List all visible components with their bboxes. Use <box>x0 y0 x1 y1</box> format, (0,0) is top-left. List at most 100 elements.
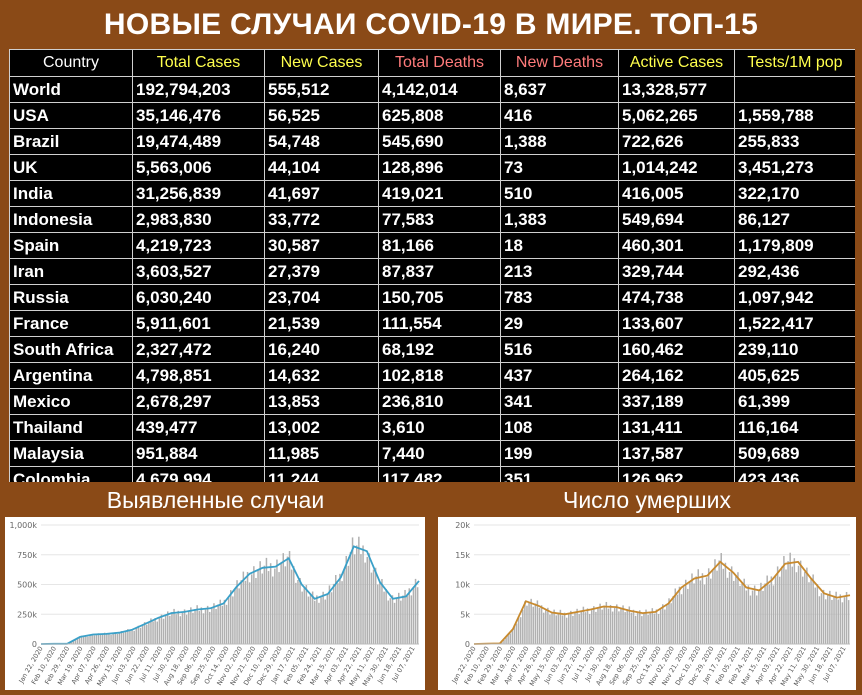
table-row: World 192,794,203 555,512 4,142,014 8,637 13,… <box>9 76 855 103</box>
data-bar <box>246 571 249 644</box>
data-bar <box>540 605 543 644</box>
data-bar <box>324 599 326 644</box>
data-bar <box>743 578 745 644</box>
data-bar <box>524 601 526 644</box>
data-bar <box>507 634 509 644</box>
data-bar <box>299 577 301 644</box>
table-cell: 460,301 <box>618 232 735 259</box>
data-bar <box>653 613 656 644</box>
data-bar <box>781 566 783 644</box>
data-bar <box>240 580 242 644</box>
data-bar <box>215 609 217 644</box>
data-bar <box>112 633 114 644</box>
data-bar <box>664 609 666 644</box>
data-bar <box>722 568 725 644</box>
data-bar <box>167 611 169 644</box>
table-cell: 3,451,273 <box>734 154 855 181</box>
data-bar <box>244 580 247 644</box>
data-bar <box>568 614 570 644</box>
data-bar <box>339 573 341 644</box>
data-bar <box>601 609 603 644</box>
data-bar <box>772 585 775 644</box>
table-cell: 77,583 <box>378 206 501 233</box>
table-cell: 1,097,942 <box>734 284 855 311</box>
data-bar <box>414 578 417 644</box>
data-bar <box>570 610 572 644</box>
data-bar <box>632 609 635 644</box>
data-bar <box>192 612 194 644</box>
table-cell: 116,164 <box>734 414 855 441</box>
data-bar <box>741 582 743 644</box>
trend-line <box>473 560 851 645</box>
data-bar <box>824 599 827 644</box>
table-cell: 192,794,203 <box>132 76 265 103</box>
table-cell: 11,985 <box>264 440 379 467</box>
data-bar <box>188 611 190 644</box>
data-bar <box>356 545 358 644</box>
data-bar <box>595 611 597 644</box>
table-cell: 4,798,851 <box>132 362 265 389</box>
table-cell: 2,327,472 <box>132 336 265 363</box>
data-bar <box>714 559 716 644</box>
country-cell: Spain <box>9 232 133 259</box>
data-bar <box>657 614 660 644</box>
column-header: Total Cases <box>132 49 265 77</box>
data-bar <box>257 569 259 644</box>
data-bar <box>377 584 379 644</box>
data-bar <box>545 610 547 644</box>
data-bar <box>751 590 754 644</box>
table-cell: 437 <box>500 362 619 389</box>
data-bar <box>320 597 322 644</box>
data-bar <box>227 597 230 644</box>
data-bar <box>705 577 708 644</box>
table-cell: 419,021 <box>378 180 501 207</box>
table-cell: 341 <box>500 388 619 415</box>
data-bar <box>284 566 287 644</box>
data-bar <box>835 591 837 644</box>
data-bar <box>83 636 85 644</box>
data-bar <box>74 639 77 644</box>
table-cell: 3,603,527 <box>132 258 265 285</box>
table-cell: 41,697 <box>264 180 379 207</box>
data-bar <box>402 595 404 644</box>
data-bar <box>125 630 127 644</box>
table-cell: 4,679,994 <box>132 466 265 482</box>
data-bar <box>584 612 587 644</box>
data-bar <box>611 611 614 644</box>
data-bar <box>678 586 681 644</box>
data-bar <box>808 582 810 644</box>
data-bar <box>116 634 119 644</box>
data-bar <box>703 584 706 644</box>
data-bar <box>814 587 816 644</box>
table-cell: 5,563,006 <box>132 154 265 181</box>
data-bar <box>682 587 685 644</box>
data-bar <box>213 603 215 644</box>
table-cell: 722,626 <box>618 128 735 155</box>
table-cell: 29 <box>500 310 619 337</box>
data-bar <box>114 632 116 644</box>
table-cell: 54,748 <box>264 128 379 155</box>
data-bar <box>513 624 516 644</box>
data-bar <box>626 609 628 644</box>
table-cell: 1,179,809 <box>734 232 855 259</box>
data-bar <box>158 618 161 644</box>
data-bar <box>162 618 165 644</box>
y-tick-label: 5k <box>460 610 470 619</box>
table-cell: 30,587 <box>264 232 379 259</box>
data-bar <box>662 604 664 644</box>
data-bar <box>219 599 221 644</box>
data-bar <box>739 585 741 644</box>
data-bar <box>519 617 522 644</box>
data-bar <box>509 633 511 644</box>
covid-table: Country Total Cases New Cases Total Deaths N… <box>9 49 855 482</box>
data-bar <box>756 595 758 644</box>
data-bar <box>341 581 343 644</box>
data-bar <box>528 602 530 644</box>
data-bar <box>80 635 83 644</box>
table-cell: 11,244 <box>264 466 379 482</box>
data-bar <box>588 613 591 644</box>
data-bar <box>364 562 366 644</box>
data-bar <box>710 578 712 644</box>
table-cell: 3,610 <box>378 414 501 441</box>
column-header: New Cases <box>264 49 379 77</box>
